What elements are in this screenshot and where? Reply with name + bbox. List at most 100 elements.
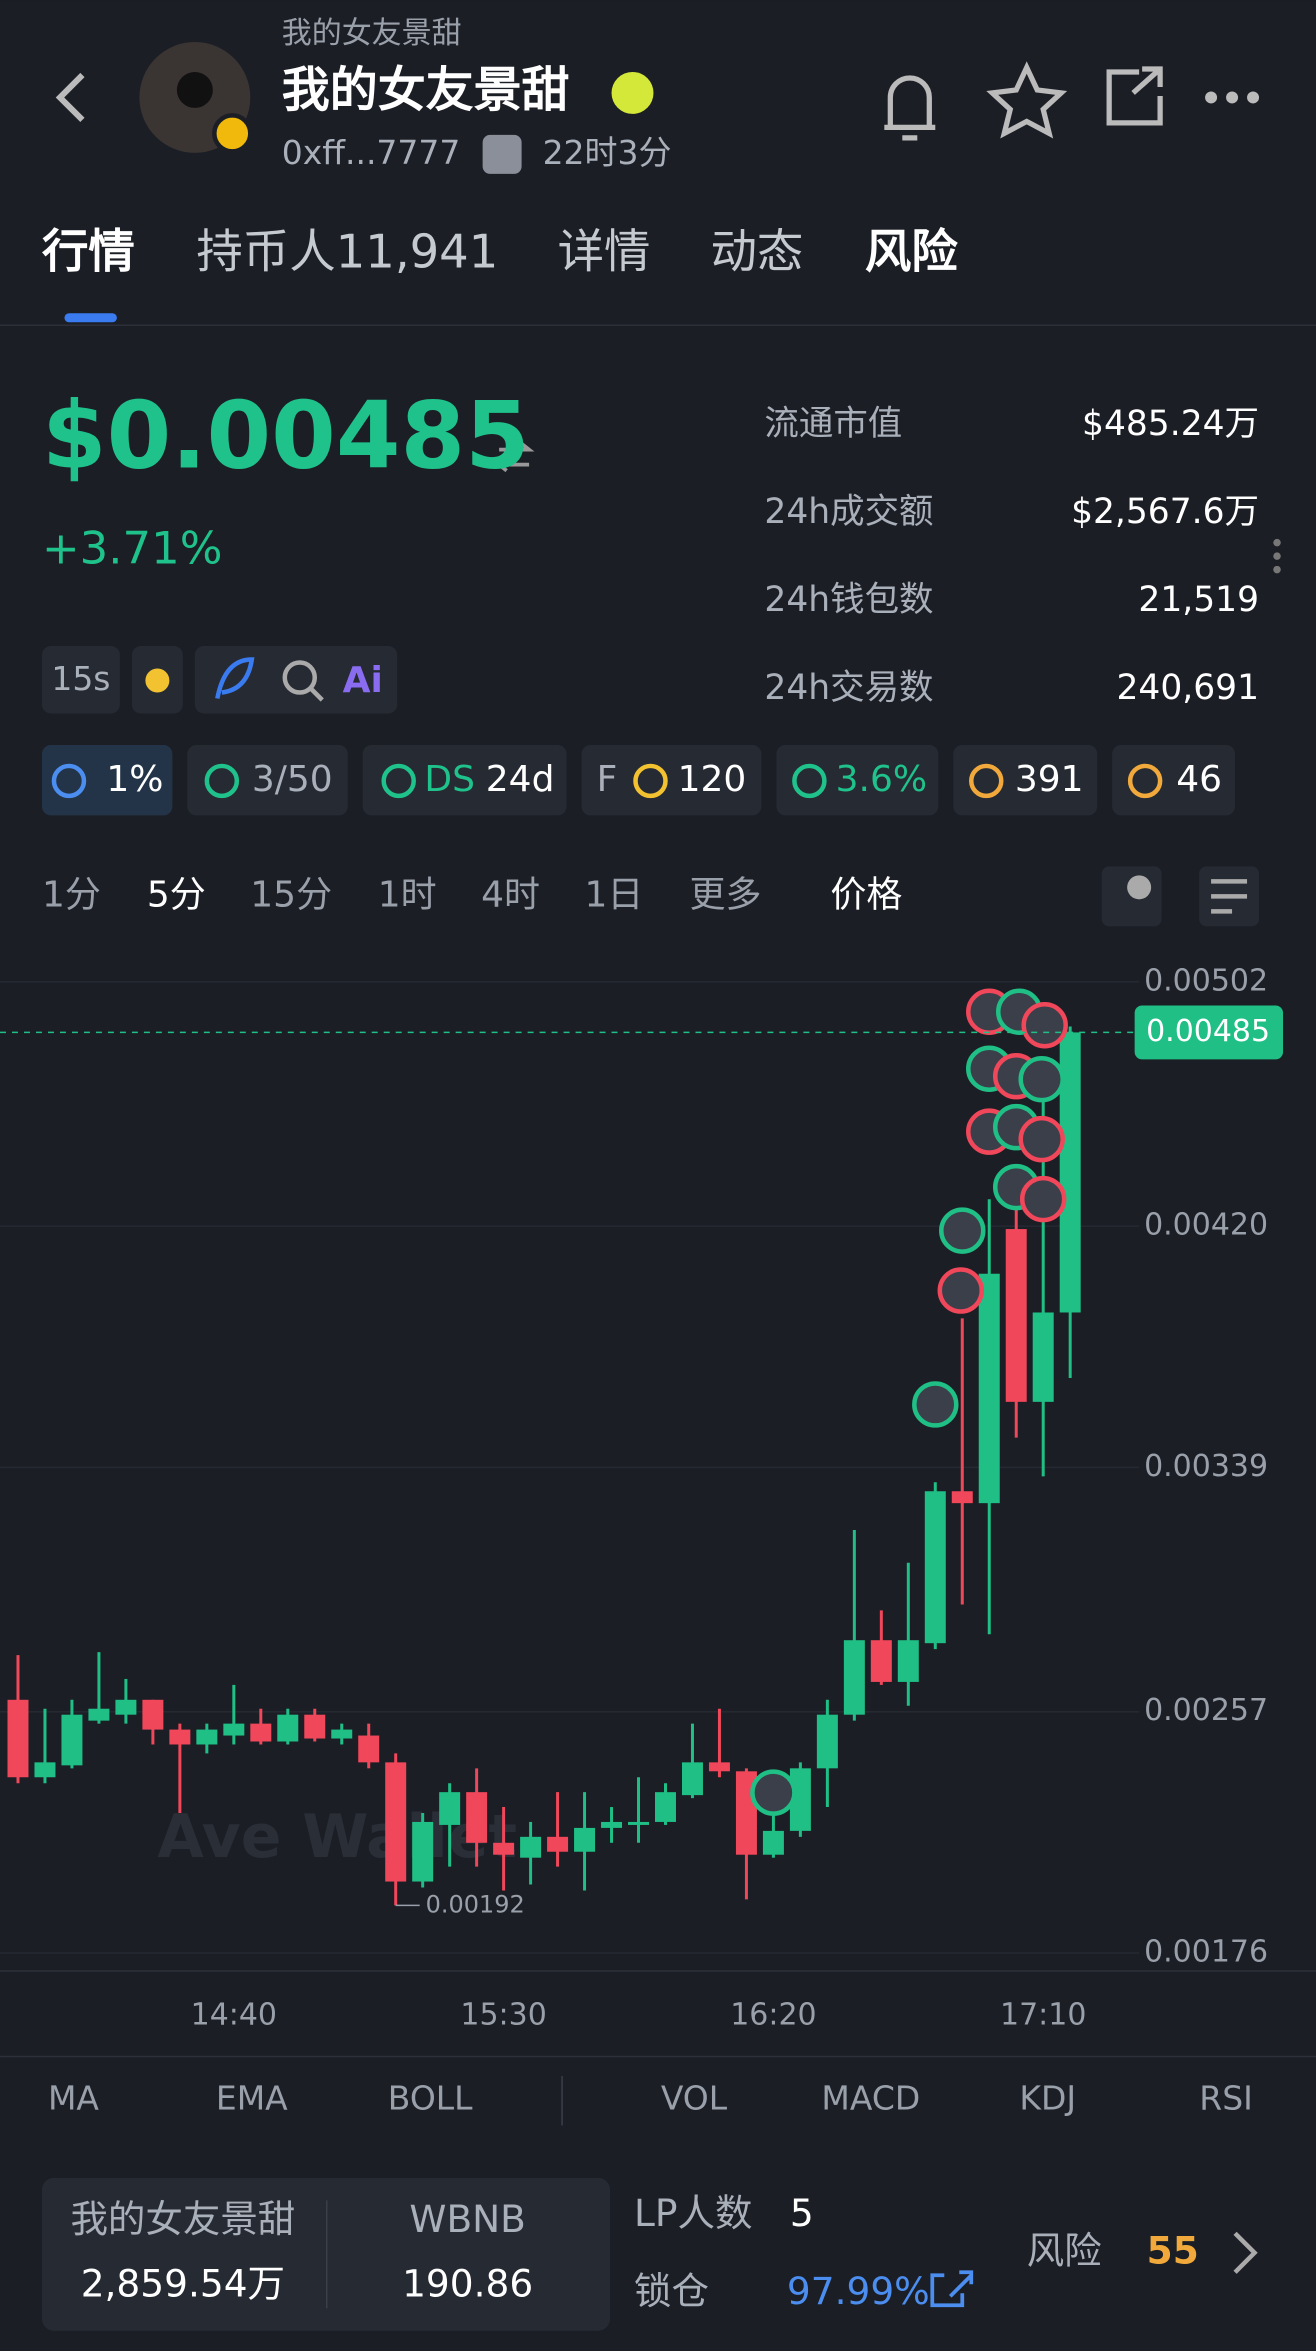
timeframe[interactable]: 更多: [689, 874, 761, 915]
badge-text: 120: [678, 759, 747, 800]
tab[interactable]: 行情: [42, 224, 135, 278]
timeframe[interactable]: 价格: [830, 874, 902, 915]
trade-marker[interactable]: [912, 1381, 959, 1428]
link-icon[interactable]: [930, 2270, 974, 2308]
watermark: Ave Wallet: [157, 1802, 517, 1872]
candle-body: [547, 1836, 569, 1852]
timeframe[interactable]: 1时: [378, 874, 437, 915]
badge[interactable]: [187, 744, 348, 816]
candle-body: [870, 1640, 892, 1682]
indicator[interactable]: MACD: [821, 2078, 920, 2117]
candle-body: [520, 1836, 542, 1858]
current-price-label: 0.00485: [1146, 1014, 1270, 1049]
token-name: 我的女友景甜: [282, 62, 570, 118]
candle-body: [358, 1735, 380, 1763]
badge-text: F: [597, 759, 618, 800]
lp-label: LP人数: [634, 2191, 752, 2235]
candle-body: [439, 1792, 461, 1825]
indicator[interactable]: EMA: [216, 2078, 288, 2117]
candle-body: [628, 1821, 650, 1825]
indicator[interactable]: KDJ: [1019, 2078, 1076, 2117]
candle-body: [250, 1723, 272, 1742]
price-change: +3.71%: [42, 522, 222, 575]
trade-marker[interactable]: [1021, 1002, 1068, 1049]
candle-body: [223, 1723, 245, 1736]
badge-text: 391: [1015, 759, 1084, 800]
share-icon[interactable]: [1106, 66, 1163, 126]
tab[interactable]: 详情: [558, 224, 651, 278]
interval-label[interactable]: 15s: [51, 659, 110, 698]
lock-value: 97.99%: [787, 2269, 930, 2313]
badge-icon: [633, 763, 668, 799]
timeframe[interactable]: 5分: [147, 874, 206, 915]
trade-marker[interactable]: [1018, 1055, 1065, 1103]
y-tick-label: 0.00502: [1144, 963, 1268, 998]
badge-text: 3/50: [252, 759, 333, 800]
badge[interactable]: [776, 744, 939, 816]
trade-marker[interactable]: [1018, 1115, 1065, 1163]
star-icon[interactable]: [986, 61, 1068, 139]
trade-marker[interactable]: [750, 1769, 797, 1816]
candle-body: [574, 1827, 596, 1852]
indicator[interactable]: VOL: [661, 2078, 728, 2117]
stat-value: 240,691: [1116, 668, 1259, 708]
candle-body: [34, 1762, 56, 1778]
more-icon[interactable]: [1205, 91, 1260, 104]
stat-label: 24h成交额: [764, 492, 933, 532]
feather-icon: [215, 657, 255, 699]
chip[interactable]: [194, 646, 398, 714]
badge[interactable]: [362, 744, 567, 816]
y-tick-label: 0.00176: [1144, 1935, 1268, 1970]
timeframe[interactable]: 15分: [250, 874, 332, 915]
y-tick-label: 0.00420: [1144, 1208, 1268, 1243]
candle-body: [978, 1273, 1000, 1504]
candle-body: [142, 1699, 164, 1730]
candle-body: [1005, 1229, 1027, 1402]
badge[interactable]: [41, 744, 173, 816]
trade-marker[interactable]: [1019, 1175, 1067, 1223]
current-price-tag: [1134, 1005, 1284, 1060]
pool-name: 我的女友景甜: [70, 2197, 295, 2241]
badge-icon: [381, 763, 416, 799]
chevron[interactable]: [1233, 2231, 1258, 2274]
indicator[interactable]: BOLL: [388, 2078, 473, 2117]
stat-value: 21,519: [1138, 580, 1259, 620]
candle-body: [304, 1714, 326, 1739]
swap-icon[interactable]: [493, 442, 535, 473]
bell-icon[interactable]: [884, 75, 936, 141]
tab[interactable]: 动态: [710, 224, 803, 278]
risk-value[interactable]: 55: [1147, 2228, 1199, 2272]
icon-dot: [1127, 875, 1152, 900]
candle-body: [601, 1821, 623, 1828]
indicator[interactable]: MA: [48, 2078, 99, 2117]
candle-body: [466, 1792, 488, 1843]
copy-icon[interactable]: [482, 134, 522, 174]
timeframe[interactable]: 1分: [42, 874, 101, 915]
token-subtitle: 我的女友景甜: [282, 16, 462, 51]
candle-body: [816, 1714, 838, 1769]
x-tick-label: 17:10: [1000, 1997, 1086, 2032]
candle-body: [843, 1640, 865, 1715]
chip[interactable]: [41, 646, 120, 714]
indicator[interactable]: RSI: [1199, 2078, 1253, 2117]
timeframe[interactable]: 4时: [481, 874, 540, 915]
back-button[interactable]: [55, 72, 85, 123]
candle-body: [115, 1699, 137, 1715]
candle-body: [708, 1762, 730, 1772]
ai-icon[interactable]: Ai: [343, 660, 383, 701]
trade-marker[interactable]: [939, 1207, 986, 1254]
badge-text: DS: [424, 759, 475, 800]
badge[interactable]: [581, 744, 762, 816]
verified-badge: [611, 71, 654, 114]
timeframe[interactable]: 1日: [585, 874, 644, 915]
x-tick-label: 16:20: [730, 1997, 816, 2032]
badge-text: 24d: [486, 759, 555, 800]
pool-amount: 2,859.54万: [81, 2261, 285, 2305]
tab[interactable]: 持币人11,941: [196, 224, 498, 278]
tab[interactable]: 风险: [865, 224, 958, 278]
dot: [1226, 91, 1239, 104]
candle-body: [655, 1792, 676, 1822]
risk-label[interactable]: 风险: [1027, 2228, 1102, 2272]
trade-marker[interactable]: [937, 1267, 985, 1314]
